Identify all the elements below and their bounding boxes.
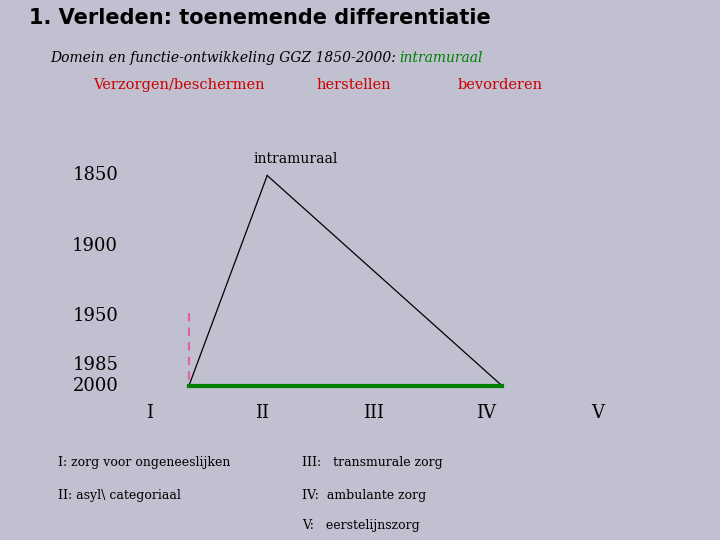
Text: II: II xyxy=(255,404,269,422)
Text: IV:  ambulante zorg: IV: ambulante zorg xyxy=(302,489,427,502)
Text: V:   eerstelijnszorg: V: eerstelijnszorg xyxy=(302,519,420,532)
Text: Domein en functie-ontwikkeling GGZ 1850-2000:: Domein en functie-ontwikkeling GGZ 1850-… xyxy=(50,51,400,65)
Text: 1900: 1900 xyxy=(72,237,118,255)
Text: 1. Verleden: toenemende differentiatie: 1. Verleden: toenemende differentiatie xyxy=(29,8,490,28)
Text: IV: IV xyxy=(476,404,495,422)
Text: intramuraal: intramuraal xyxy=(400,51,483,65)
Text: Verzorgen/beschermen: Verzorgen/beschermen xyxy=(94,78,265,92)
Text: III:   transmurale zorg: III: transmurale zorg xyxy=(302,456,443,469)
Text: I: I xyxy=(146,404,153,422)
Text: 1950: 1950 xyxy=(73,307,118,325)
Text: V: V xyxy=(591,404,604,422)
Text: 2000: 2000 xyxy=(73,377,118,395)
Text: bevorderen: bevorderen xyxy=(457,78,542,92)
Text: intramuraal: intramuraal xyxy=(253,152,338,166)
Text: 1850: 1850 xyxy=(73,166,118,185)
Text: II: asyl\ categoriaal: II: asyl\ categoriaal xyxy=(58,489,181,502)
Text: herstellen: herstellen xyxy=(317,78,392,92)
Text: 1985: 1985 xyxy=(73,356,118,374)
Text: III: III xyxy=(363,404,384,422)
Text: I: zorg voor ongeneeslijken: I: zorg voor ongeneeslijken xyxy=(58,456,230,469)
